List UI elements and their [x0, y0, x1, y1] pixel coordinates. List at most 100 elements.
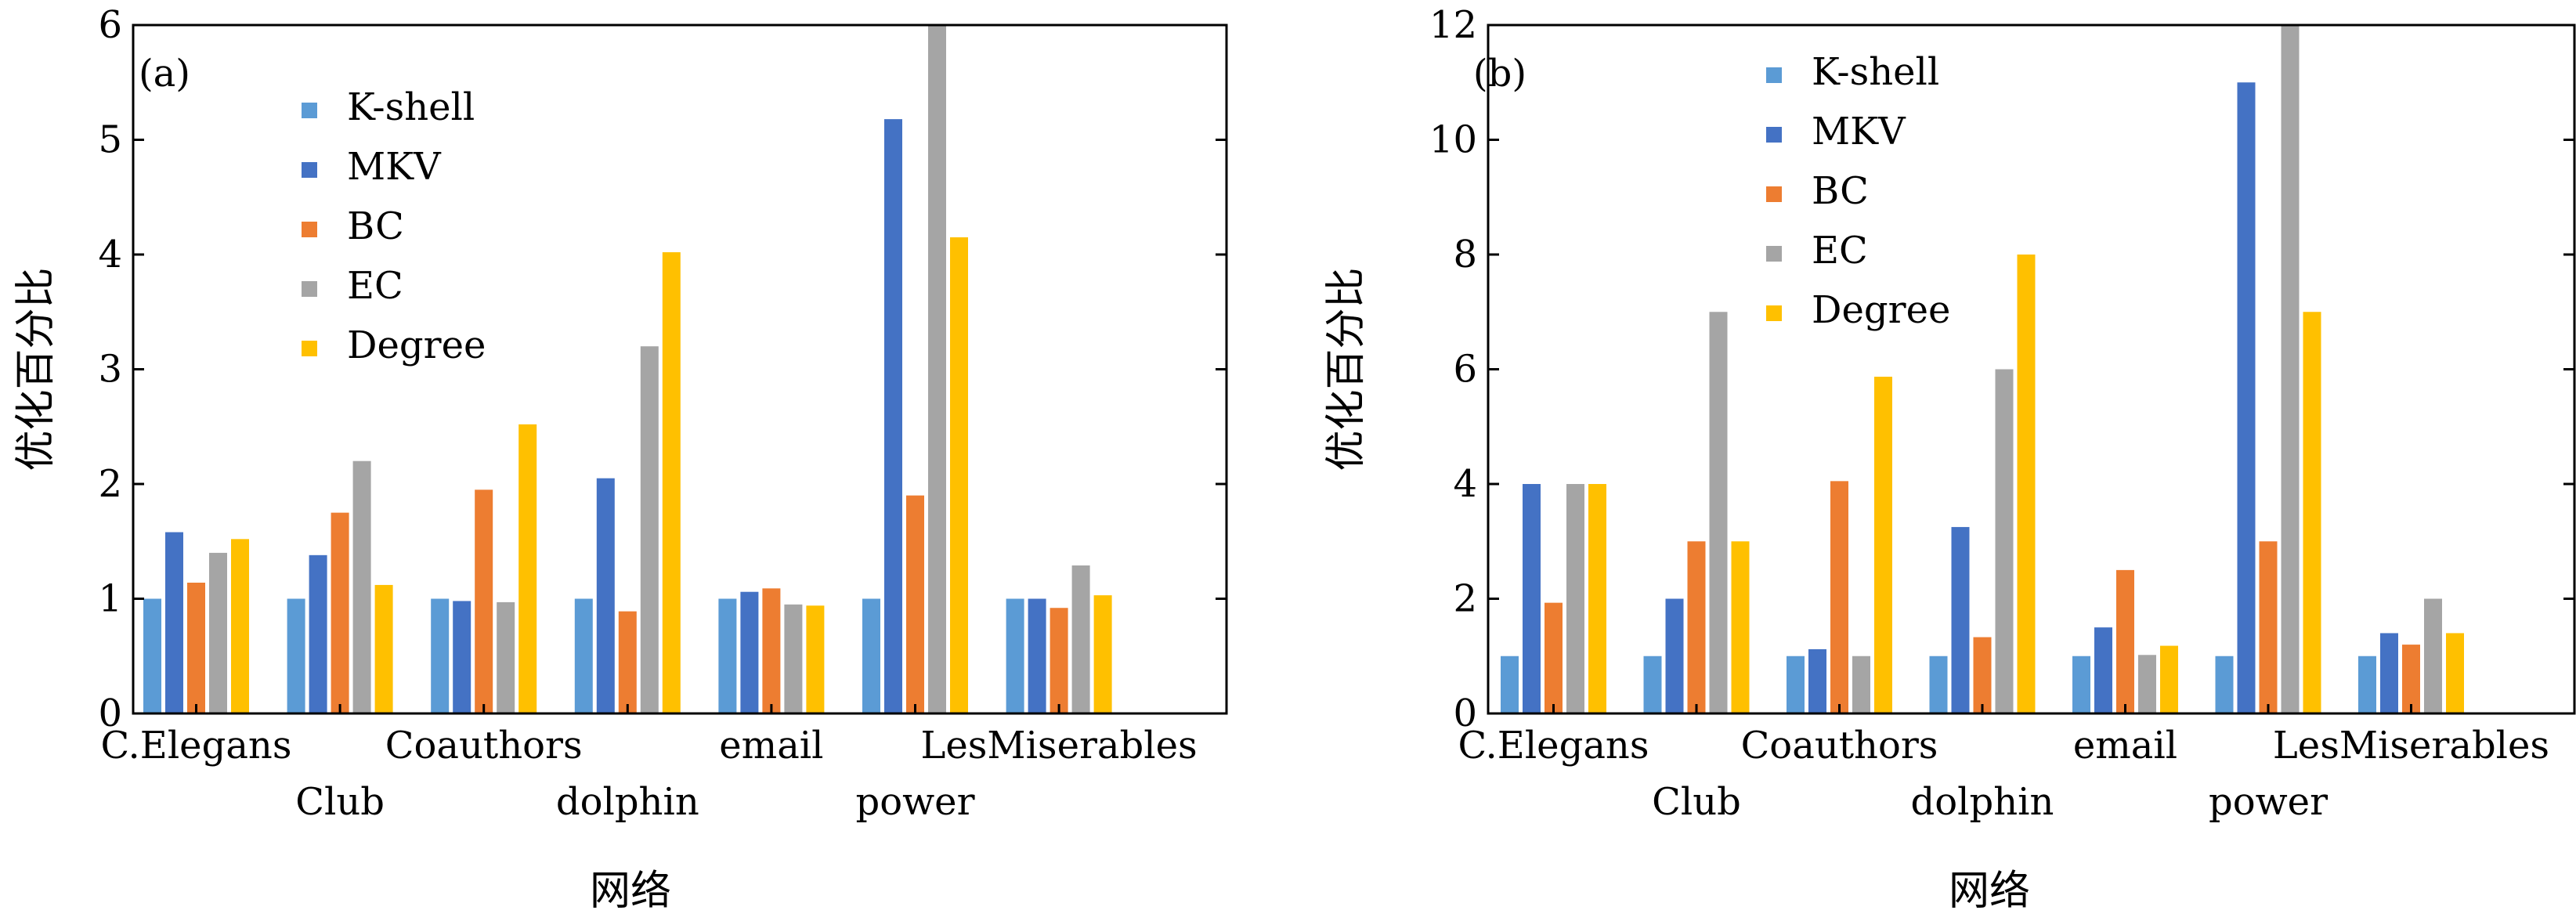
bar-mkv-email — [2094, 627, 2112, 713]
x-tick-label: email — [719, 724, 823, 768]
bar-ec-coauthors — [1852, 656, 1870, 713]
legend-swatch-bc — [1766, 186, 1782, 202]
bar-bc-email — [2116, 569, 2134, 713]
bar-ec-club — [1709, 312, 1728, 713]
bar-k-shell-celegans — [143, 598, 161, 713]
x-tick-label: Club — [1652, 780, 1741, 824]
x-axis-title: 网络 — [1949, 868, 2030, 915]
bar-degree-power — [950, 237, 968, 713]
legend-swatch-ec — [302, 281, 317, 297]
bar-mkv-coauthors — [453, 601, 471, 713]
bar-mkv-power — [2237, 82, 2256, 713]
bar-degree-club — [374, 584, 393, 713]
bar-bc-lesmiserables — [2402, 645, 2420, 713]
bar-mkv-lesmiserables — [1028, 598, 1046, 713]
bar-k-shell-power — [2215, 656, 2234, 713]
bar-ec-email — [784, 604, 803, 713]
bar-mkv-email — [740, 591, 759, 713]
bar-ec-celegans — [209, 552, 227, 713]
legend-swatch-ec — [1766, 246, 1782, 262]
legend-swatch-mkv — [302, 162, 317, 178]
bar-mkv-club — [309, 554, 327, 713]
bar-degree-celegans — [231, 539, 249, 713]
bar-k-shell-email — [718, 598, 737, 713]
x-tick-label: dolphin — [556, 780, 699, 824]
bar-ec-power — [928, 25, 946, 713]
bar-mkv-power — [884, 119, 902, 713]
bar-bc-coauthors — [1830, 481, 1848, 713]
bar-ec-lesmiserables — [1071, 565, 1090, 713]
bar-degree-club — [1731, 541, 1750, 713]
x-tick-label: Coauthors — [385, 724, 583, 768]
legend-label: EC — [1812, 229, 1868, 273]
x-tick-label: email — [2073, 724, 2177, 768]
y-axis-title: 优化百分比 — [1323, 267, 1370, 471]
legend-label: EC — [347, 264, 403, 308]
bar-degree-coauthors — [1874, 377, 1892, 713]
legend-label: K-shell — [347, 85, 475, 129]
bar-bc-power — [2259, 541, 2278, 713]
x-tick-label: power — [2209, 780, 2328, 824]
bar-bc-club — [331, 512, 349, 713]
y-tick-label: 6 — [98, 3, 122, 47]
y-tick-label: 12 — [1429, 3, 1477, 47]
bar-ec-club — [352, 460, 371, 713]
y-tick-label: 3 — [98, 348, 122, 392]
y-tick-label: 2 — [1453, 577, 1477, 621]
y-tick-label: 5 — [98, 118, 122, 162]
bar-mkv-dolphin — [1951, 526, 1970, 713]
bar-mkv-coauthors — [1808, 648, 1826, 713]
bar-k-shell-email — [2072, 656, 2090, 713]
legend-swatch-k-shell — [1766, 67, 1782, 83]
bar-k-shell-coauthors — [431, 598, 450, 713]
y-tick-label: 8 — [1453, 233, 1477, 276]
bar-degree-celegans — [1588, 484, 1606, 713]
bar-ec-celegans — [1566, 484, 1584, 713]
y-tick-label: 1 — [98, 577, 122, 621]
legend-label: Degree — [1812, 288, 1950, 332]
bar-degree-email — [2160, 645, 2178, 713]
bar-k-shell-coauthors — [1787, 656, 1805, 713]
y-tick-label: 0 — [1453, 692, 1477, 735]
bar-k-shell-power — [862, 598, 880, 713]
panel-label: (a) — [139, 52, 190, 96]
legend-label: BC — [347, 204, 404, 248]
legend-label: BC — [1812, 169, 1869, 213]
bar-mkv-club — [1665, 598, 1684, 713]
x-axis-title: 网络 — [590, 868, 671, 915]
y-tick-label: 4 — [98, 233, 122, 276]
x-tick-label: Club — [295, 780, 385, 824]
bar-ec-dolphin — [640, 346, 659, 713]
bar-degree-lesmiserables — [1093, 595, 1112, 713]
bar-ec-coauthors — [497, 601, 515, 713]
bar-k-shell-club — [1643, 656, 1662, 713]
legend-label: MKV — [347, 145, 442, 189]
legend-label: Degree — [347, 323, 486, 367]
panel-label: (b) — [1473, 52, 1526, 96]
bar-bc-celegans — [187, 582, 205, 713]
bar-degree-dolphin — [662, 252, 681, 713]
x-tick-label: C.Elegans — [1458, 724, 1649, 768]
bar-bc-celegans — [1545, 602, 1563, 713]
bar-k-shell-club — [287, 598, 305, 713]
bar-bc-coauthors — [475, 489, 493, 713]
y-tick-label: 6 — [1453, 348, 1477, 392]
bar-ec-dolphin — [1995, 369, 2014, 713]
bar-mkv-celegans — [1523, 484, 1541, 713]
bar-bc-lesmiserables — [1050, 608, 1068, 713]
y-tick-label: 2 — [98, 462, 122, 506]
legend-swatch-degree — [302, 341, 317, 356]
bar-k-shell-lesmiserables — [2358, 656, 2376, 713]
bar-mkv-dolphin — [596, 478, 615, 713]
bar-degree-power — [2303, 312, 2321, 713]
bar-k-shell-dolphin — [574, 598, 593, 713]
y-axis-title: 优化百分比 — [13, 267, 60, 471]
legend-swatch-k-shell — [302, 103, 317, 118]
bar-k-shell-dolphin — [1929, 656, 1948, 713]
legend-swatch-mkv — [1766, 127, 1782, 143]
y-tick-label: 4 — [1453, 462, 1477, 506]
bar-mkv-lesmiserables — [2380, 633, 2398, 713]
bar-degree-coauthors — [518, 424, 537, 713]
